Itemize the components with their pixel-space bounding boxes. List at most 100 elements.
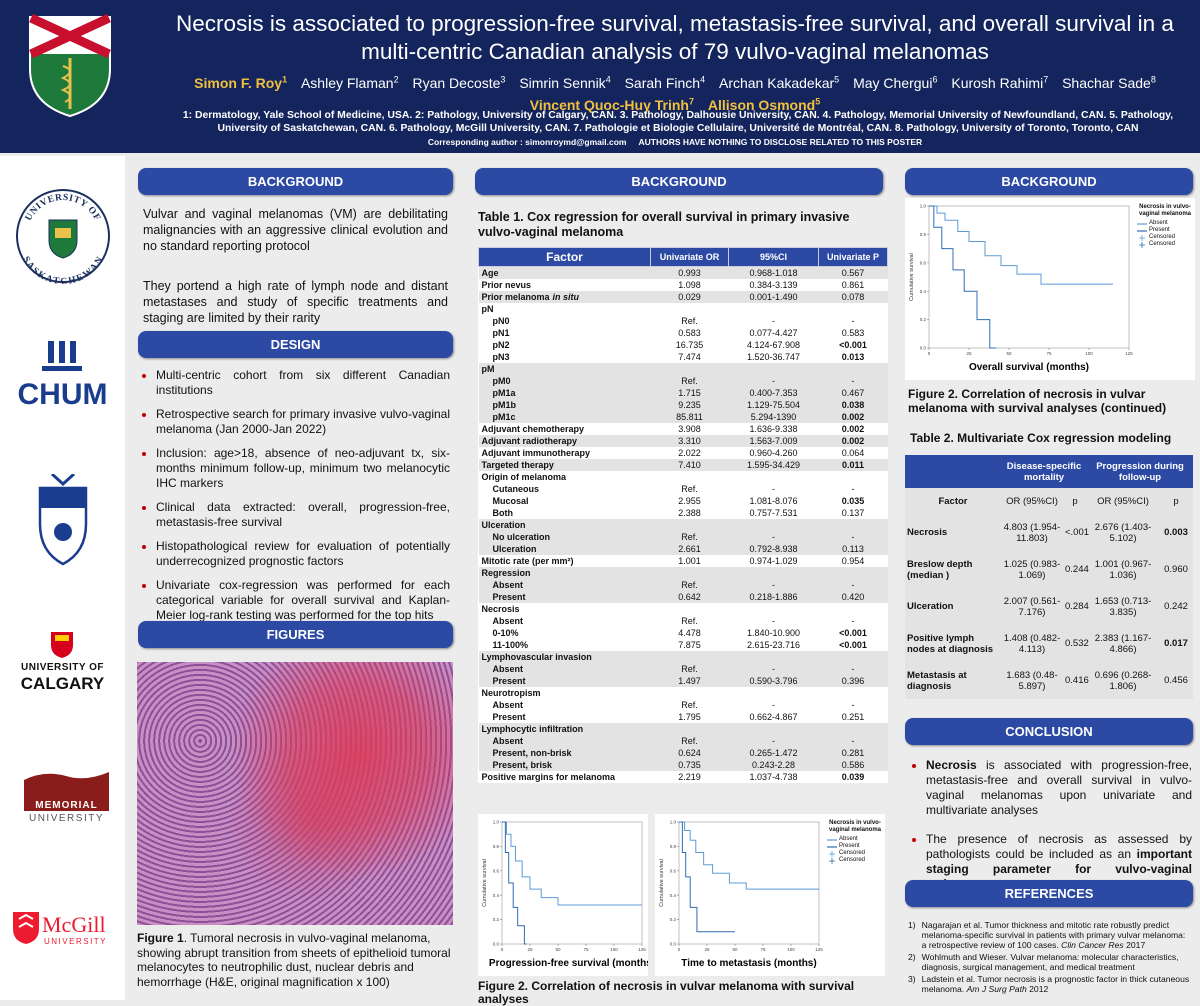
factor: Absent [492,735,524,746]
legend-label: Present [839,843,860,849]
table-row: 11-100% 7.875 2.615-23.716 <0.001 [479,639,888,651]
factor-cell: pM1a [478,387,651,399]
legend-label: Censored [839,850,866,856]
author-name: May Chergui [853,74,933,91]
plot-frame [501,821,643,945]
survival-curve [502,821,642,906]
empty-cell [651,303,888,315]
x-axis-label: Time to metastasis (months) [681,958,816,969]
legend-entry: Present [1137,227,1193,234]
table-row: pM1c 85.811 5.294-1390 0.002 [478,411,888,423]
factor-cell: No ulceration [478,531,651,543]
x-tick-label: 0 [501,947,504,952]
author-name: Ryan Decoste [412,74,501,91]
factor-cell: Absent [478,735,651,747]
value-cell: 2.388 [678,507,701,518]
value-cell: 3.310 [650,435,729,447]
empty-cell [651,471,888,483]
factor: Positive margins for melanoma [481,771,616,782]
column-header: 95%CI [728,247,819,267]
censor-marker [829,850,835,857]
factor: Mucosal [492,495,529,506]
table-row: Positive lymph nodes at diagnosis 1.408 (… [905,625,1194,662]
calgary-shield [51,632,73,658]
table-header-row: Disease-specific mortality Progression du… [905,455,1194,488]
bullet: Clinical data extracted: overall, progre… [156,500,450,530]
legend-swatch [1137,222,1147,225]
toronto-crest [38,474,88,566]
table-row: pN [479,303,888,315]
chum-bar [59,341,65,363]
value-cell: 0.662-4.867 [749,711,798,722]
reference-text: Nagarajan et al. Tumor thickness and mit… [922,920,1192,950]
serpent [60,65,72,103]
table-row: Absent Ref. - - [478,663,888,675]
bullet-text: Necrosis [926,758,977,772]
value-cell: - [772,699,775,710]
table-cell: 0.017 [1159,625,1194,662]
value-cell: - [818,531,888,543]
references: 1) Nagarajan et al. Tumor thickness and m… [908,920,1192,996]
figure1-caption: Figure 1. Tumoral necrosis in vulvo-vagi… [137,931,453,989]
factor: pM1a [492,387,516,398]
column-header: Factor [478,247,651,267]
empty-cell [651,687,888,699]
factor-cell: Mucosal [479,495,651,507]
bullet-list: Necrosis is associated with progression-… [910,758,1192,892]
table-cell: 1.408 (0.482-4.113) [1001,625,1063,662]
x-tick-label: 50 [732,947,738,952]
plot-frame [928,205,1130,349]
value-cell: <0.001 [839,639,867,650]
factor: Present, brisk [492,759,553,770]
author: Ryan Decoste3 [412,74,505,91]
factor-cell: Present [478,675,651,687]
value-cell: 2.661 [650,543,729,555]
y-axis-label: Cumulative survival [909,253,915,301]
value-cell: 0.583 [841,327,865,338]
section-heading: FIGURES [138,621,453,648]
value-cell: 0.642 [650,591,729,603]
y-tick-label: 0.4 [493,893,500,898]
factor: Regression [481,567,531,578]
y-axis-label: Cumulative survival [482,859,488,907]
bullet-text: The presence of necrosis as assessed by … [926,832,1192,861]
reference-number: 3) [908,974,916,984]
reference-part: Ladstein et al. Tumor necrosis is a prog… [921,974,1190,994]
value-cell: 0.467 [818,387,888,399]
factor: Neurotropism [481,687,541,698]
y-tick-label: 1.0 [493,820,500,825]
x-tick-label: 25 [966,351,972,356]
survival-curve [929,205,997,349]
table-row: pN2 16.735 4.124-67.908 <0.001 [479,339,888,351]
factor: pN2 [492,339,510,350]
author-name: Sarah Finch [624,74,701,91]
legend-swatch [829,850,835,857]
y-tick-label: 0.6 [493,868,500,873]
y-tick-label: 0.0 [493,942,500,947]
factor-cell: 11-100% [479,639,651,651]
value-cell: 0.243-2.28 [728,759,819,771]
value-cell: 0.002 [818,435,888,447]
value-cell: 0.624 [650,747,729,759]
factor: Age [481,267,499,278]
table-row: Adjuvant immunotherapy 2.022 0.960-4.260 0.… [479,447,888,459]
value-cell: - [851,315,855,326]
value-cell: 1.715 [650,387,729,399]
legend-entry: Censored [1137,241,1193,248]
table-row: pN1 0.583 0.077-4.427 0.583 [479,327,888,339]
table-cell: 0.532 [1063,625,1089,662]
table2: Disease-specific mortality Progression du… [905,455,1194,699]
y-tick-label: 0.4 [920,289,927,294]
header: Necrosis is associated to progression-fr… [0,0,1200,153]
value-cell: 0.077-4.427 [749,327,798,338]
value-cell: 0.064 [841,447,865,458]
corresponding-author: Corresponding author : simonroymd@gmail.… [427,137,627,147]
table-row: Both 2.388 0.757-7.531 0.137 [479,507,888,519]
column-header: OR (95%CI) [1001,488,1063,514]
value-cell: 4.478 [678,627,701,638]
reference-number: 1) [908,920,916,930]
table2-caption: Table 2. Multivariate Cox regression mod… [910,431,1172,445]
chum-bar [70,341,76,363]
value-cell: 0.960-4.260 [749,447,798,458]
reference-number: 2) [908,952,916,962]
